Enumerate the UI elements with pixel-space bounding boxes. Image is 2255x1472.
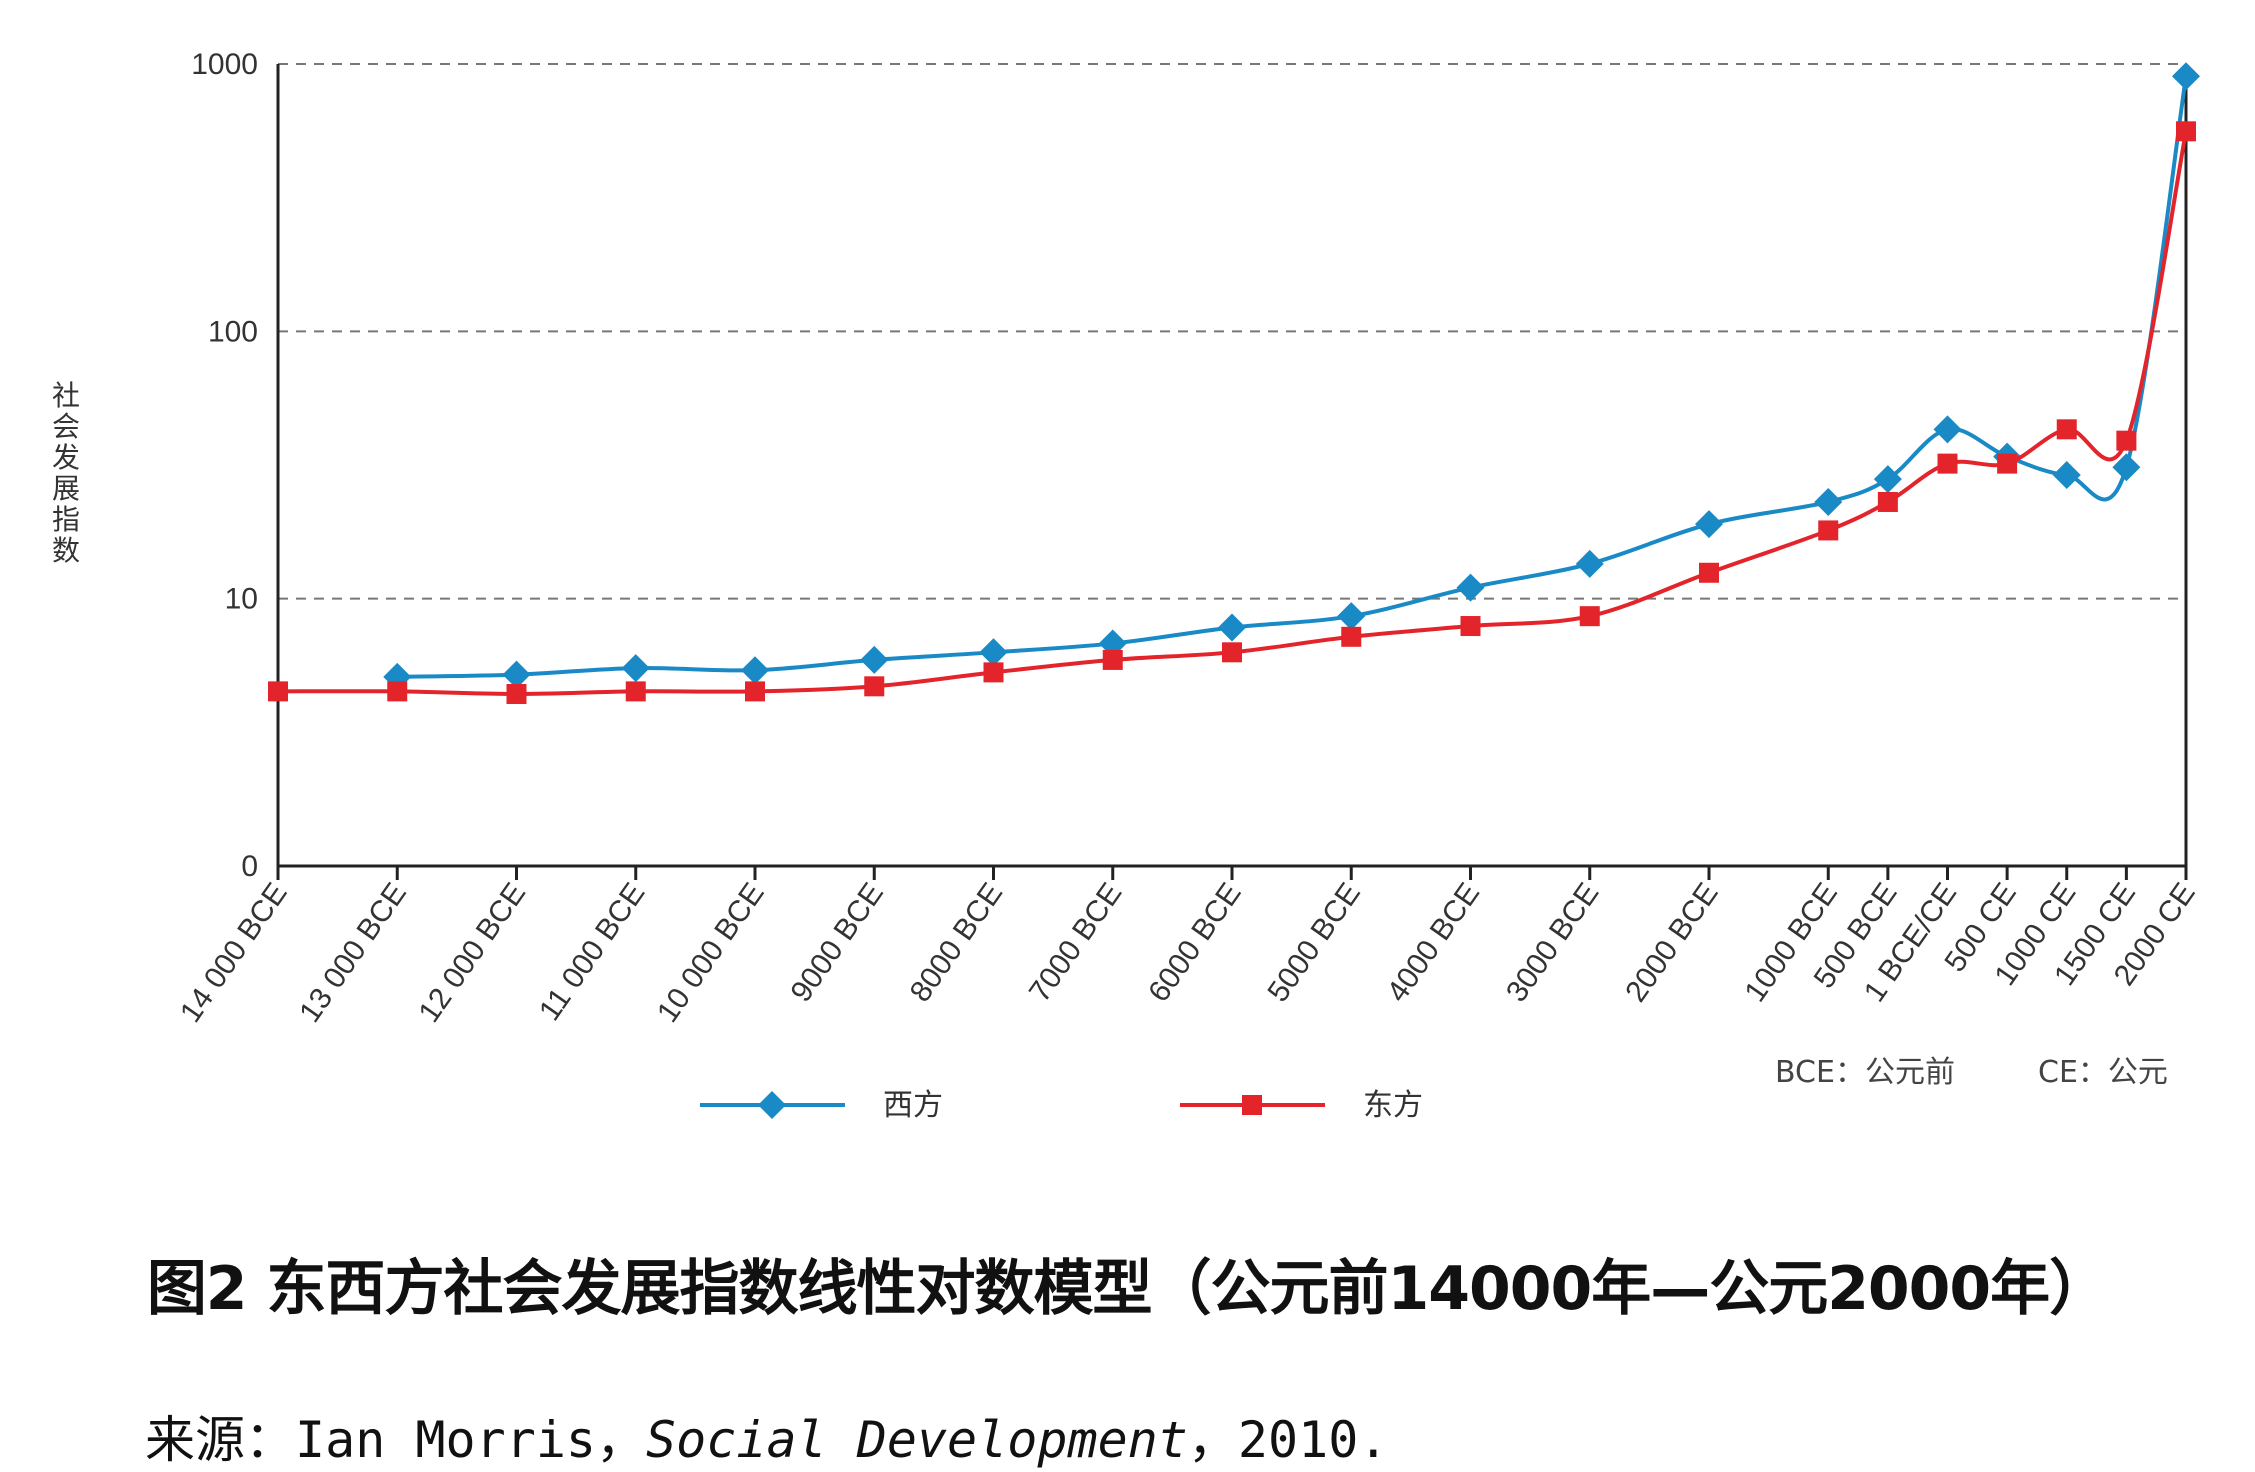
legend-label: 西方 [883, 1088, 943, 1123]
data-point-east [983, 662, 1004, 683]
data-point-east [1877, 491, 1898, 512]
x-tick-label: 5000 BCE [1262, 877, 1367, 1008]
chart-svg: 0 10 100 1000 14 000 BCE 13 000 BCE 12 000 BC… [52, 48, 2202, 1123]
data-point-east [1937, 453, 1958, 474]
data-point-east [2176, 121, 2196, 142]
data-point-west [2112, 453, 2141, 482]
data-point-east [864, 676, 885, 697]
figure-caption: 图2 东西方社会发展指数线性对数模型（公元前14000年—公元2000年） [146, 1254, 2109, 1324]
axes [276, 64, 2188, 868]
y-tick-label: 10 [225, 583, 258, 616]
y-axis-label: 社会发展指数 [52, 379, 80, 567]
data-point-east [1460, 616, 1481, 637]
data-point-west [1456, 573, 1485, 602]
x-tick-label: 13 000 BCE [293, 877, 413, 1028]
data-point-east [2116, 430, 2137, 451]
data-point-west [621, 654, 650, 683]
y-tick-label: 100 [208, 315, 258, 348]
data-point-east [506, 683, 527, 704]
x-tick-label: 2000 BCE [1619, 877, 1724, 1008]
x-tick-label: 11 000 BCE [533, 877, 652, 1027]
data-point-west [2052, 461, 2081, 490]
source-year: ，2010. [1187, 1411, 1389, 1469]
data-point-east [625, 681, 646, 702]
data-point-west [1337, 602, 1366, 631]
source-line: 来源：Ian Morris，Social Development，2010. [145, 1400, 1388, 1472]
x-tick-label: 14 000 BCE [174, 877, 294, 1028]
data-point-west [1933, 415, 1962, 444]
data-point-east [1699, 562, 1719, 583]
data-point-east [1102, 649, 1123, 670]
x-tick-label: 6000 BCE [1142, 877, 1247, 1008]
gridlines [278, 63, 2186, 600]
x-tick-label: 7000 BCE [1023, 877, 1128, 1008]
data-point-east [1341, 626, 1362, 647]
data-point-east [268, 681, 288, 702]
x-tick-label: 12 000 BCE [412, 877, 532, 1028]
x-ticks: 14 000 BCE 13 000 BCE 12 000 BCE 11 000 BCE… [174, 866, 2202, 1029]
data-point-west [2172, 62, 2200, 91]
data-point-east [387, 681, 408, 702]
data-point-east [1997, 453, 2018, 474]
data-point-east [1818, 520, 1839, 541]
series-line-1 [277, 130, 2188, 696]
data-point-west [741, 656, 769, 685]
note-bce: BCE：公元前 [1775, 1055, 1955, 1090]
legend-label: 东方 [1363, 1088, 1423, 1123]
series-line-0 [397, 75, 2188, 679]
x-tick-label: 3000 BCE [1500, 877, 1605, 1008]
x-tick-label: 4000 BCE [1381, 877, 1486, 1008]
source-prefix: 来源： [145, 1411, 295, 1469]
legend-marker [758, 1091, 786, 1119]
y-tick-label: 1000 [191, 48, 258, 81]
y-ticks: 0 10 100 1000 [191, 48, 258, 883]
data-point-east [1579, 606, 1600, 627]
y-tick-label: 0 [241, 850, 258, 883]
x-tick-label: 10 000 BCE [651, 877, 771, 1028]
data-point-west [502, 660, 531, 689]
data-point-west [1218, 613, 1246, 642]
data-point-west [1575, 549, 1604, 578]
source-work: Social Development [646, 1411, 1188, 1469]
x-tick-label: 9000 BCE [785, 877, 890, 1008]
source-author: Ian Morris， [295, 1411, 647, 1469]
legend-marker [1242, 1095, 1262, 1115]
data-point-east [745, 681, 765, 702]
data-point-west [860, 645, 889, 674]
data-point-west [1695, 510, 1723, 539]
series-group [268, 62, 2200, 704]
data-point-east [2056, 419, 2077, 440]
x-tick-label: 8000 BCE [904, 877, 1009, 1008]
legend: 西方 东方 [700, 1088, 1423, 1123]
note-ce: CE：公元 [2038, 1055, 2168, 1090]
data-point-west [979, 638, 1008, 667]
data-point-west [1873, 465, 1902, 494]
data-point-west [1814, 487, 1843, 516]
data-point-east [1222, 642, 1242, 663]
